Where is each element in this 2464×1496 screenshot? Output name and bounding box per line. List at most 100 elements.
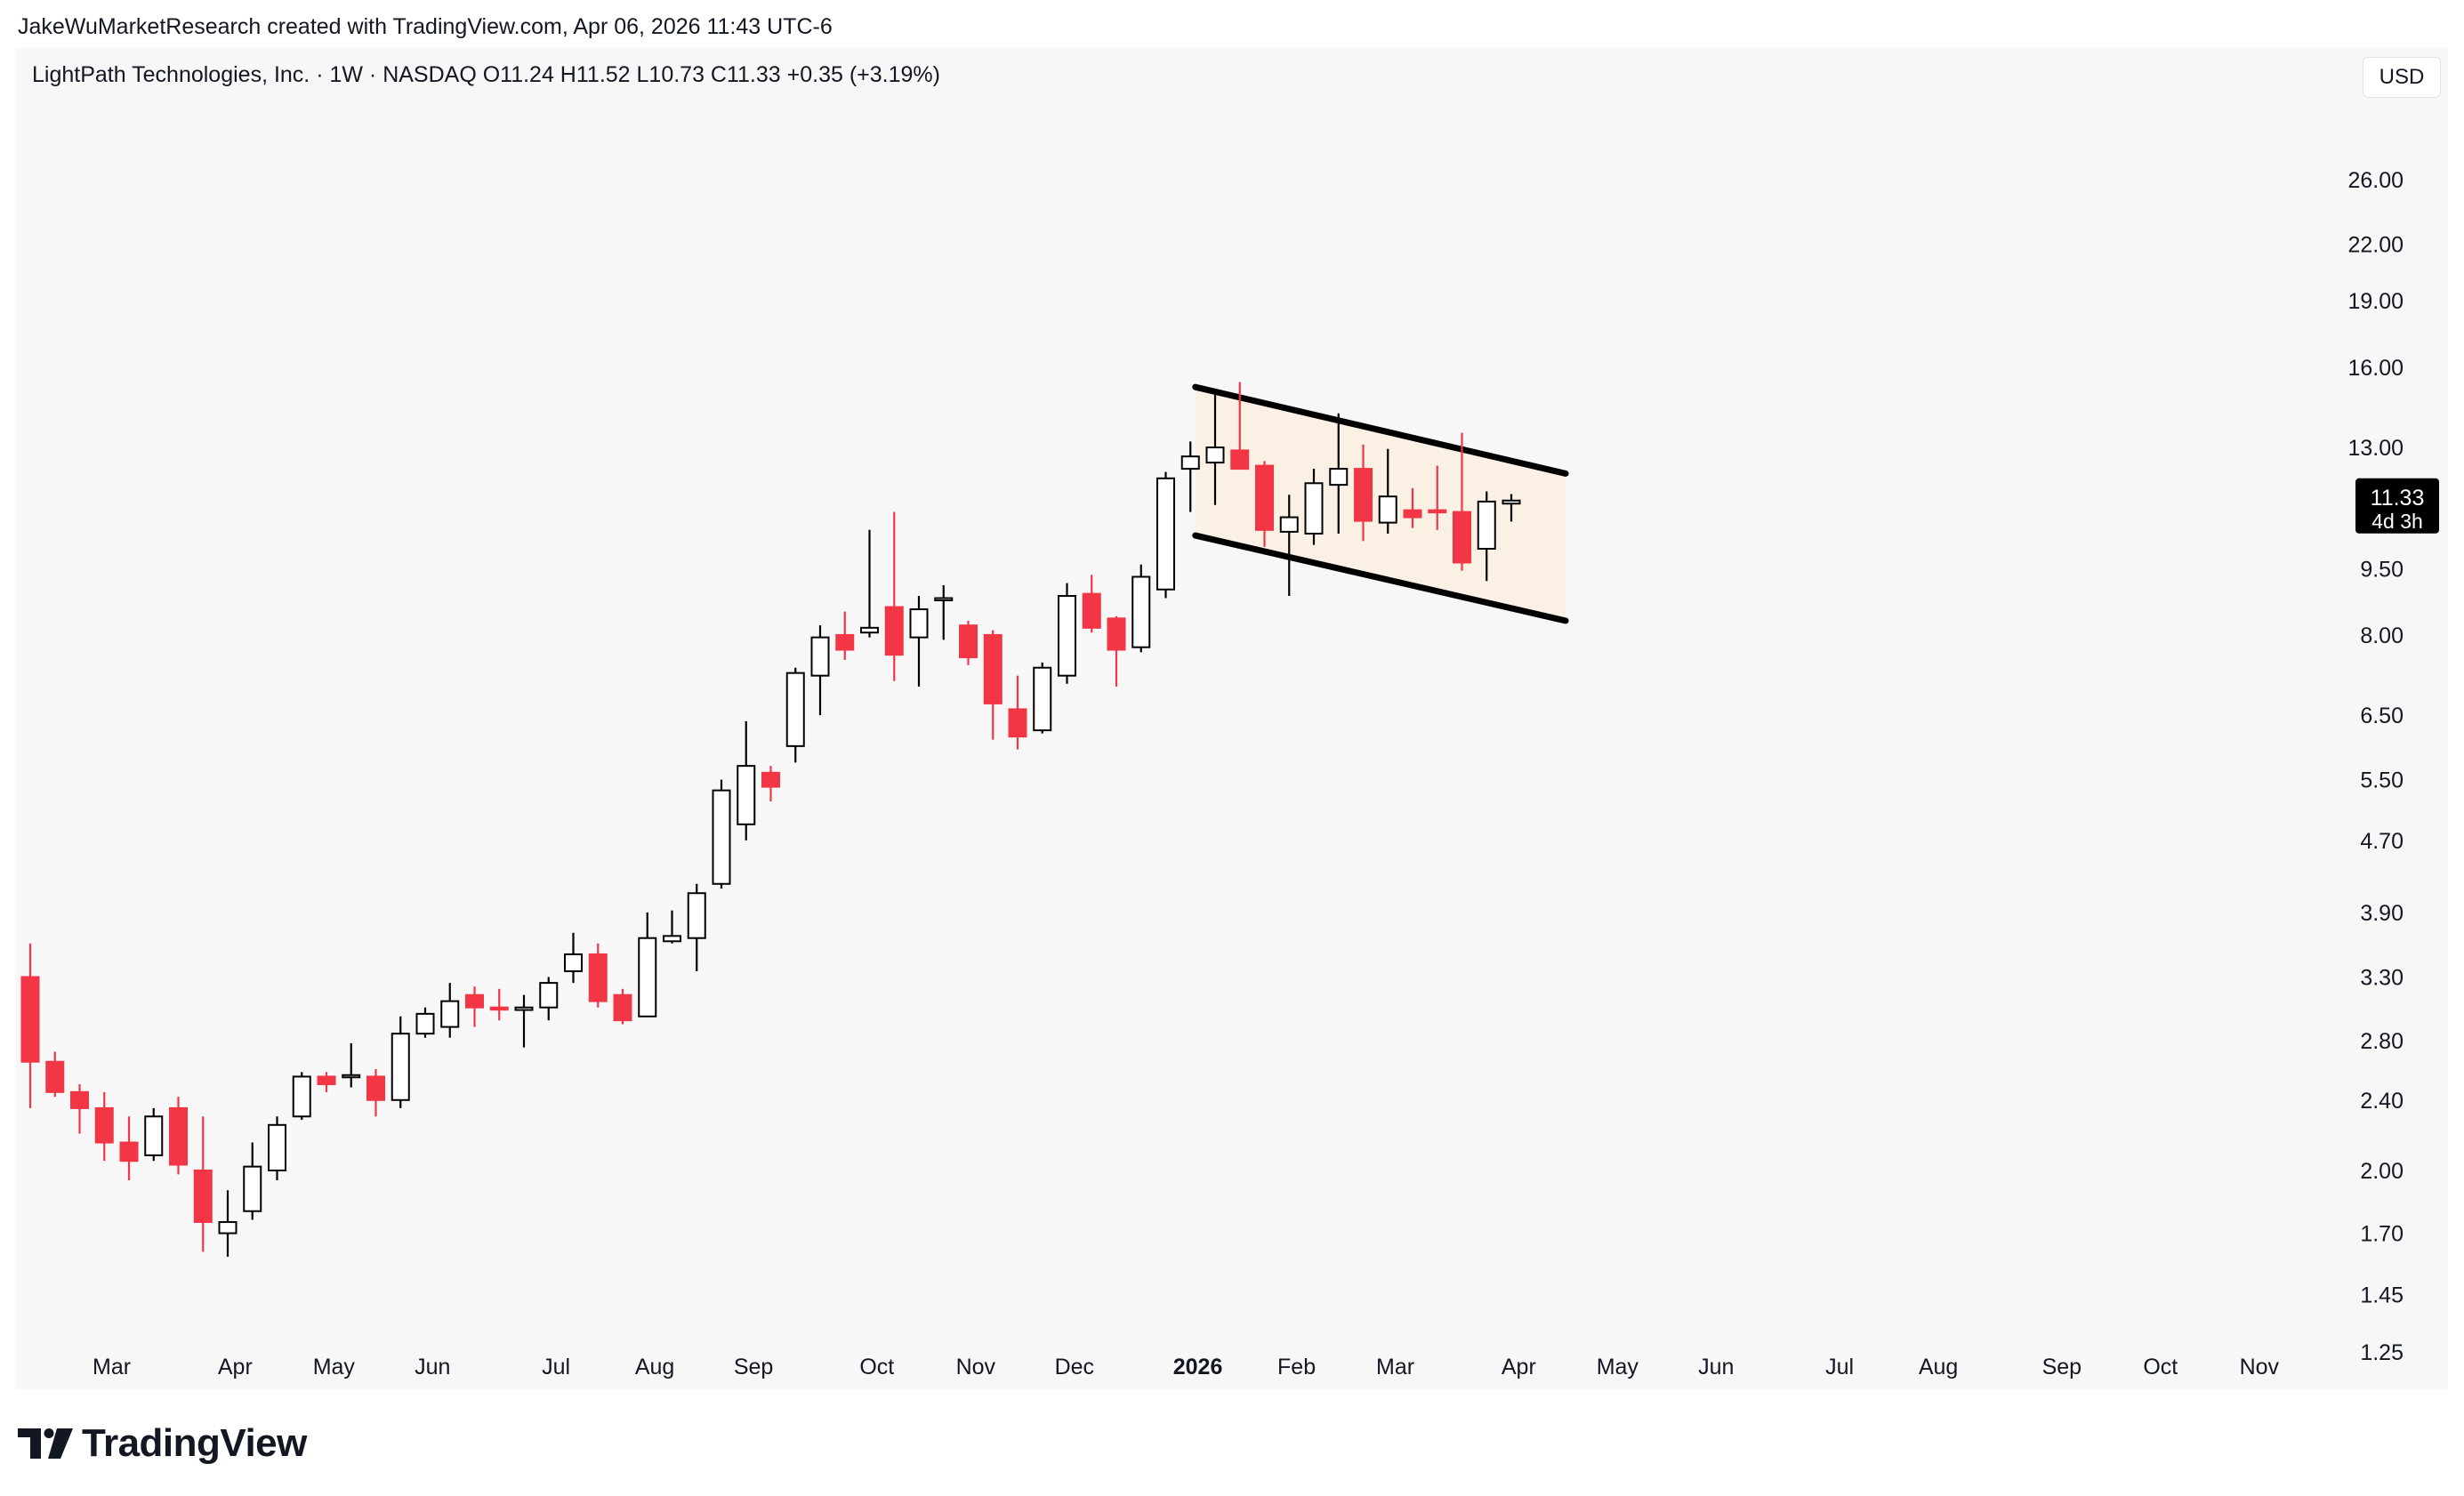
candle-body	[959, 624, 978, 659]
currency-button[interactable]: USD	[2363, 57, 2441, 98]
candle-body	[1107, 617, 1126, 651]
candle-body	[1453, 511, 1471, 564]
candle	[884, 511, 904, 681]
candle-body	[663, 935, 681, 943]
candle-body	[810, 636, 830, 677]
channel-lower-trendline	[1192, 532, 1569, 624]
candle-body	[1255, 464, 1274, 531]
candle-body	[1477, 500, 1496, 551]
time-axis-label: Feb	[1277, 1355, 1316, 1379]
candle	[1058, 583, 1076, 684]
candle-body	[1131, 575, 1151, 648]
time-axis-label: Mar	[1376, 1355, 1414, 1379]
candle-body	[1329, 468, 1349, 487]
candle-body	[243, 1165, 262, 1212]
price-axis-label: 13.00	[2347, 436, 2404, 461]
time-axis-label: May	[313, 1355, 356, 1379]
candle-body	[588, 953, 608, 1002]
price-axis-label: 2.40	[2360, 1089, 2404, 1114]
symbol-legend[interactable]: LightPath Technologies, Inc. · 1W · NASD…	[32, 62, 940, 87]
candle-body	[613, 993, 632, 1022]
candle	[268, 1116, 286, 1180]
candle	[934, 584, 954, 640]
price-tag-layer: 11.33 4d 3h	[2355, 478, 2439, 534]
time-axis-label: Nov	[956, 1355, 996, 1379]
time-axis-label: Jul	[1825, 1355, 1854, 1379]
bar-countdown: 4d 3h	[2371, 510, 2423, 533]
candle	[391, 1016, 410, 1108]
candle-body	[1279, 516, 1299, 533]
channel-upper-trendline	[1192, 383, 1569, 477]
price-axis-label: 5.50	[2360, 768, 2404, 793]
candle-body	[292, 1075, 311, 1118]
price-axis-label: 1.25	[2360, 1340, 2404, 1365]
price-axis-label: 26.00	[2347, 168, 2404, 193]
candle	[1502, 494, 1521, 522]
candle	[737, 720, 756, 840]
candle	[169, 1097, 188, 1175]
time-axis-label: Apr	[218, 1355, 253, 1379]
candle-body	[1082, 592, 1101, 629]
candle	[218, 1190, 238, 1257]
candle	[20, 943, 40, 1108]
time-axis-label: Nov	[2240, 1355, 2280, 1379]
candle-body	[1156, 477, 1175, 591]
candle-body	[144, 1115, 164, 1156]
candle-body	[342, 1074, 361, 1079]
candle-body	[268, 1123, 286, 1171]
candle	[613, 988, 632, 1025]
candle	[835, 611, 855, 660]
candle	[810, 625, 830, 716]
candle	[45, 1051, 65, 1098]
candle-body	[193, 1169, 213, 1223]
candle-body	[1033, 666, 1052, 732]
candle-body	[860, 626, 879, 634]
candle	[489, 988, 509, 1021]
candle	[243, 1142, 262, 1220]
candle-body	[687, 892, 706, 939]
price-axis-label: 1.45	[2360, 1283, 2404, 1308]
candle	[1230, 382, 1250, 471]
candle	[983, 630, 1003, 740]
chart-panel[interactable]	[16, 48, 2448, 1389]
candle-body	[169, 1106, 188, 1166]
candle-body	[415, 1012, 435, 1035]
tradingview-logo-icon	[18, 1428, 73, 1459]
candle	[539, 977, 559, 1021]
time-axis-label: Jul	[542, 1355, 570, 1379]
candle-body	[119, 1141, 139, 1162]
candle	[1255, 461, 1274, 547]
candle-body	[934, 597, 954, 602]
candle	[1378, 448, 1397, 534]
time-axis-label: May	[1597, 1355, 1639, 1379]
candle-body	[1008, 708, 1027, 738]
price-axis-label: 2.00	[2360, 1159, 2404, 1184]
candle	[1403, 487, 1422, 528]
candle	[761, 766, 780, 801]
candle-body	[514, 1006, 534, 1011]
candle	[909, 596, 929, 687]
candle	[193, 1116, 213, 1252]
time-axis-label: Aug	[635, 1355, 674, 1379]
candle	[366, 1069, 385, 1117]
candle	[1279, 495, 1299, 597]
candle-body	[884, 606, 904, 656]
candle-body	[761, 771, 780, 788]
candle	[119, 1116, 139, 1180]
candle	[1205, 390, 1225, 505]
candle-body	[1230, 449, 1250, 471]
candle-body	[317, 1075, 336, 1086]
candle-body	[20, 976, 40, 1063]
candle	[785, 667, 805, 763]
time-axis-label: 2026	[1173, 1355, 1223, 1379]
candle	[1107, 615, 1126, 687]
candle	[588, 943, 608, 1008]
candle-body	[737, 765, 756, 825]
candle	[638, 912, 657, 1017]
candle-body	[539, 982, 559, 1009]
price-axis-label: 3.30	[2360, 965, 2404, 990]
price-axis-label: 8.00	[2360, 623, 2404, 648]
price-axis-label: 22.00	[2347, 233, 2404, 258]
tradingview-logo[interactable]: TradingView	[18, 1421, 307, 1466]
